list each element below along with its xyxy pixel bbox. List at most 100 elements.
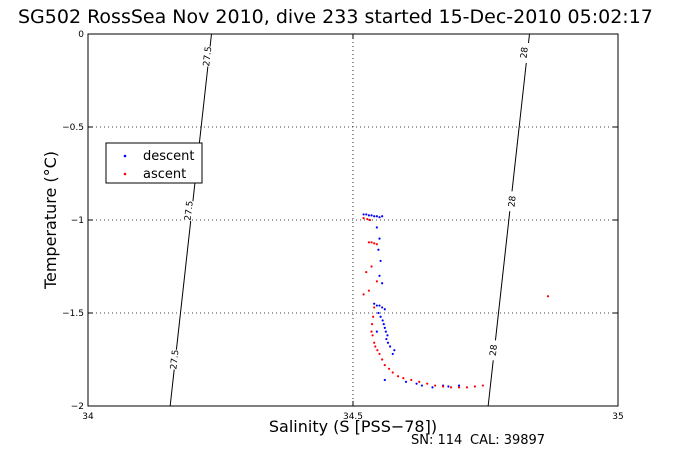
x-tick-label: 35 [612,412,623,422]
data-point-descent [365,213,368,216]
data-points [362,213,550,389]
data-point-descent [375,304,378,307]
legend-marker-ascent [123,172,127,176]
data-point-ascent [383,363,386,367]
data-point-descent [378,274,381,277]
data-point-descent [381,282,384,285]
y-tick-label: 0 [78,30,84,40]
data-point-descent [381,319,384,322]
density-contours: 27.5 27.5 27.5 28 28 28 [169,33,531,407]
data-point-ascent [378,352,381,356]
contour-label: 28 [520,46,531,59]
data-point-ascent [370,323,374,326]
data-point-ascent [362,217,365,220]
x-axis-label: Salinity (S [PSS−78]) [269,417,437,436]
chart-title: SG502 RossSea Nov 2010, dive 233 started… [18,6,653,28]
data-point-descent [431,386,434,389]
data-point-ascent [396,375,400,378]
data-point-descent [377,248,380,251]
legend-marker-descent [123,154,127,158]
data-point-descent [381,215,384,218]
data-point-descent [420,384,423,387]
data-point-ascent [370,330,373,333]
data-point-ascent [418,380,421,383]
contour-label-gap [519,42,530,63]
data-point-descent [415,382,418,385]
data-point-descent [385,337,388,341]
data-point-ascent [387,367,391,370]
serial-number: SN: 114 [411,433,462,448]
contour-label-gap [202,45,213,67]
data-point-ascent [372,315,375,318]
data-point-ascent [367,289,370,292]
data-point-ascent [365,270,368,274]
data-point-descent [378,237,381,240]
data-point-ascent [371,334,374,337]
data-point-descent [377,311,380,315]
data-point-ascent [374,345,377,348]
legend-label-descent: descent [143,149,195,164]
data-point-ascent [426,382,429,385]
data-point-ascent [410,378,413,382]
data-point-descent [383,308,386,311]
data-point-ascent [362,293,365,296]
contour-label-gap [169,349,180,370]
contour-label: 28 [489,344,500,357]
data-point-ascent [373,341,376,344]
y-axis-label: Temperature (°C) [41,151,60,290]
data-point-ascent [449,386,453,389]
data-point-descent [389,345,392,348]
data-point-ascent [375,280,378,283]
data-point-ascent [391,371,394,374]
data-point-ascent [473,385,476,388]
contour-label: 28 [507,195,518,208]
data-point-descent [379,315,382,318]
data-point-ascent [481,384,484,387]
data-point-ascent [376,349,379,352]
y-tick-label: −1.5 [62,309,84,319]
axis-ticks: 34 34.5 35 0 −0.5 −1 −1.5 −2 [62,30,624,422]
data-point-ascent [457,386,461,389]
data-point-descent [378,216,381,219]
data-point-ascent [367,241,370,244]
data-point-descent [447,385,450,388]
data-point-ascent [546,295,550,298]
data-point-descent [393,349,396,352]
y-tick-label: −0.5 [62,123,84,133]
contour-label: 27.5 [184,200,196,221]
data-point-descent [386,334,389,337]
data-point-descent [384,330,387,333]
x-tick-label: 34.5 [343,412,363,422]
data-point-descent [383,326,386,329]
data-point-descent [375,215,378,218]
data-point-descent [367,214,370,217]
data-point-descent [375,330,378,333]
data-point-descent [391,352,394,356]
data-point-descent [373,302,376,305]
data-point-ascent [375,243,378,246]
data-point-ascent [402,377,405,380]
grid-lines [88,34,618,406]
data-point-descent [404,380,408,383]
data-point-ascent [368,218,372,222]
data-point-ascent [465,386,469,389]
data-point-ascent [370,241,373,244]
contour-label-gap [506,191,518,212]
data-point-descent [370,214,373,217]
contour-label: 27.5 [169,349,181,370]
contour-label-gap [183,200,194,222]
data-point-descent [381,306,384,309]
data-point-descent [378,304,381,307]
x-tick-label: 34 [82,412,94,422]
data-point-ascent [370,265,373,268]
data-point-descent [386,341,390,344]
data-point-descent [382,323,385,326]
legend-box [105,142,203,184]
contour-label-gap [488,339,499,361]
data-point-ascent [442,385,445,388]
data-point-ascent [373,242,376,245]
data-point-ascent [381,358,384,361]
contour-label: 27.5 [202,46,214,67]
y-tick-label: −2 [71,402,84,412]
